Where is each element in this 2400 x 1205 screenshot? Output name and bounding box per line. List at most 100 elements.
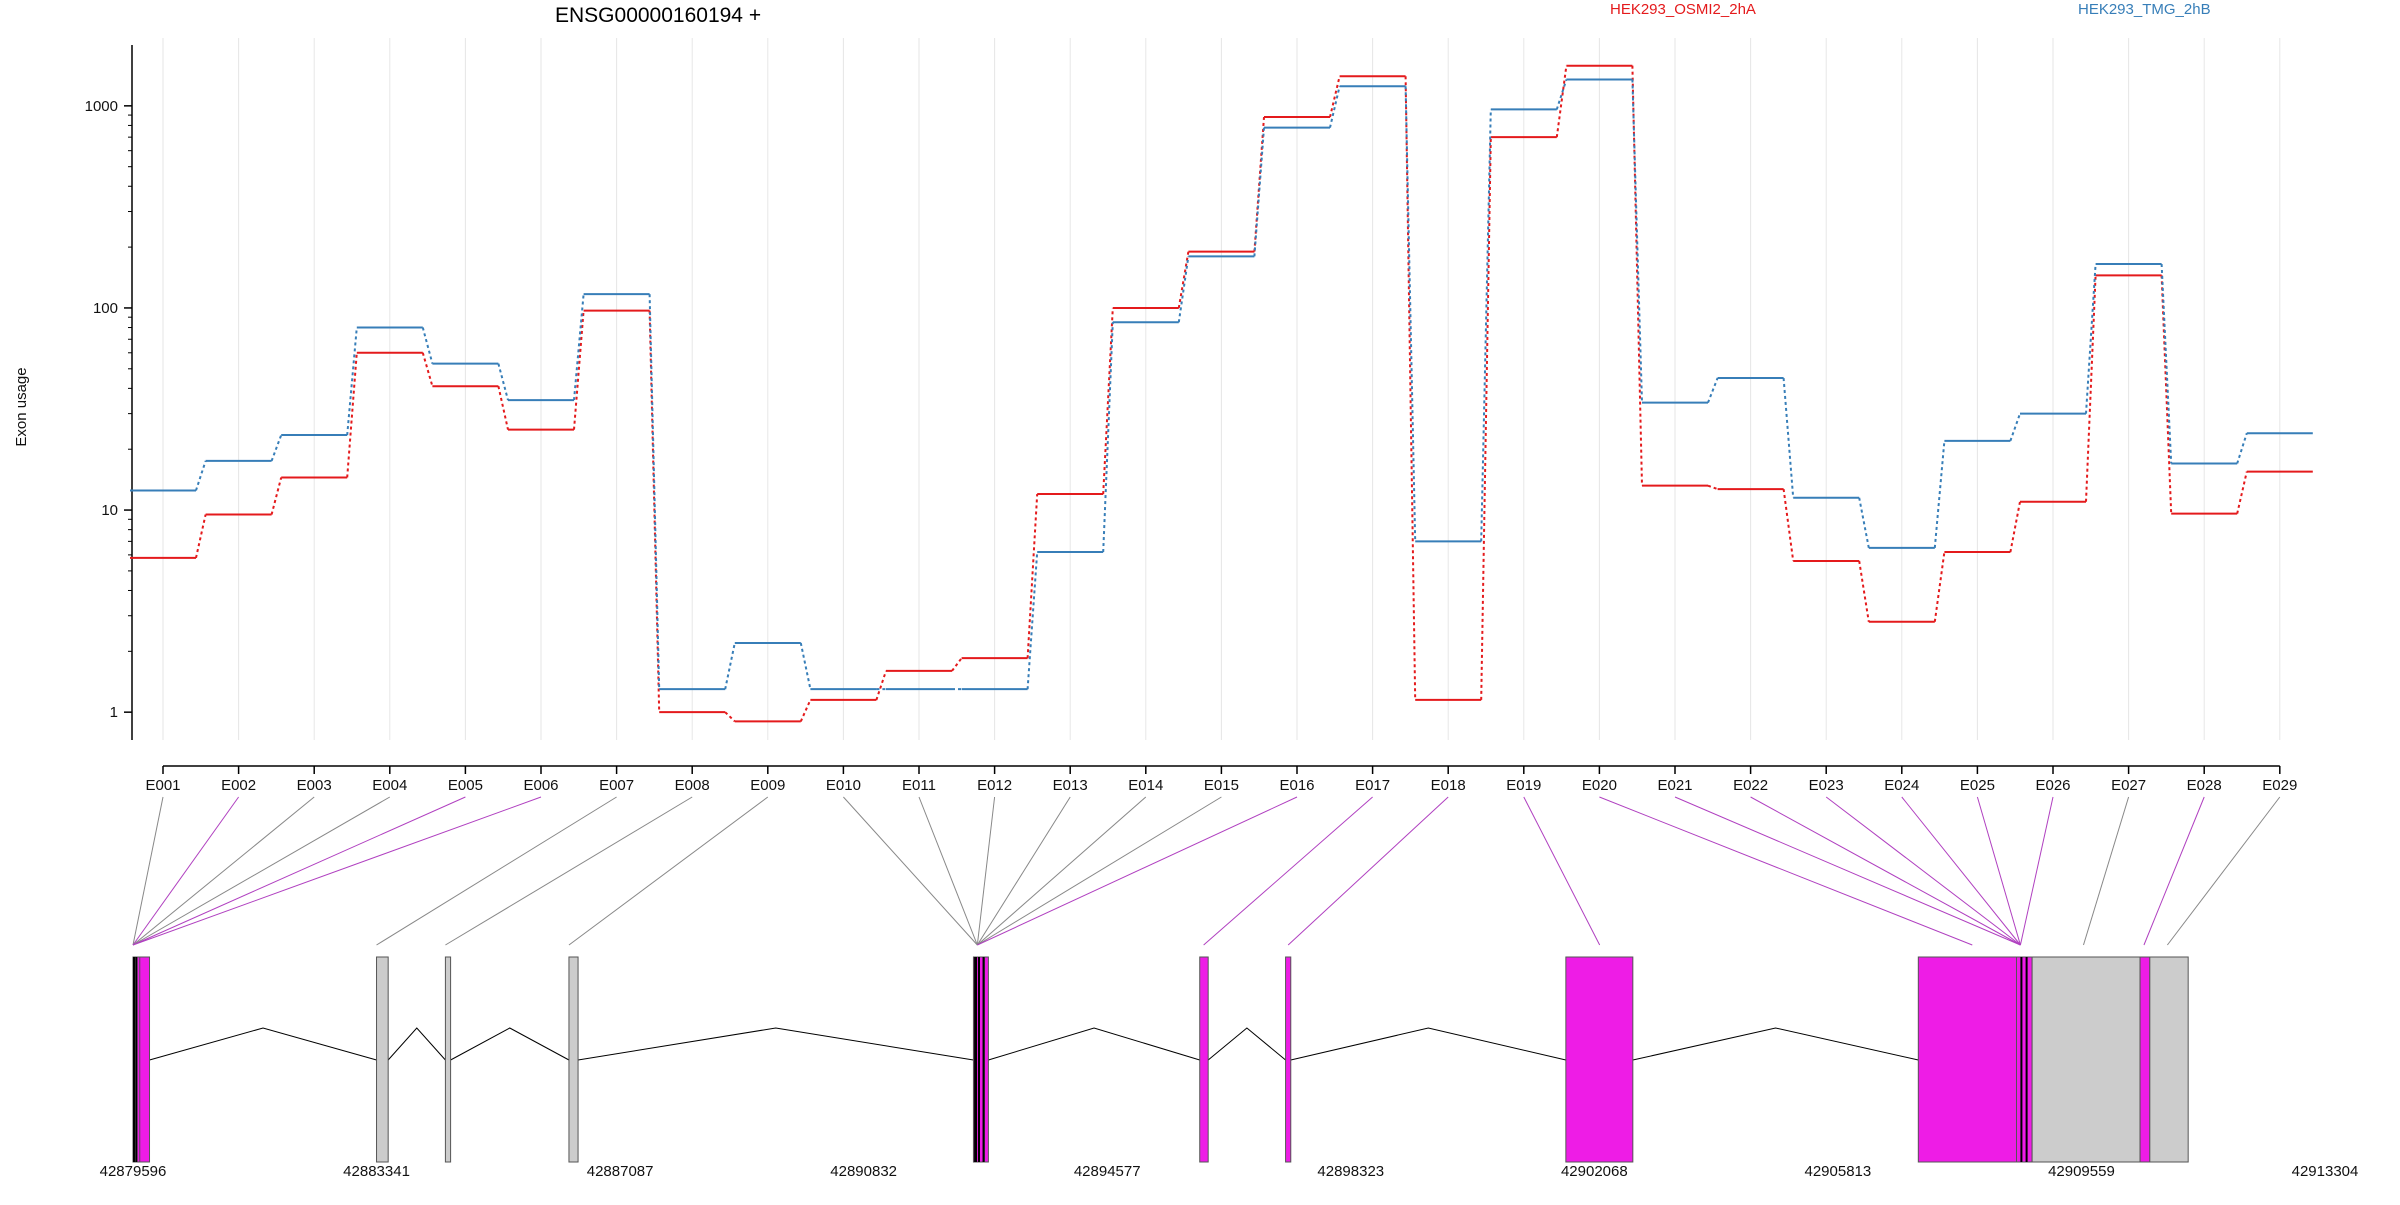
data-connector bbox=[195, 460, 207, 491]
x-tick-label: E021 bbox=[1657, 777, 1692, 794]
exon-connector bbox=[977, 796, 1147, 946]
connector-layer bbox=[132, 796, 2281, 946]
coordinate-label: 42879596 bbox=[100, 1163, 167, 1180]
coordinate-label: 42913304 bbox=[2292, 1163, 2359, 1180]
data-connector bbox=[1858, 497, 1870, 549]
exon-marker bbox=[133, 957, 135, 1162]
exon-connector bbox=[843, 796, 978, 946]
data-connector bbox=[1933, 440, 1946, 548]
legend-entry-osmi2: HEK293_OSMI2_2hA bbox=[1610, 1, 1756, 18]
data-connector bbox=[1404, 86, 1417, 542]
x-tick-label: E009 bbox=[750, 777, 785, 794]
exon-connector bbox=[1976, 796, 2021, 946]
data-connector bbox=[1555, 65, 1568, 138]
legend-entry-tmg: HEK293_TMG_2hB bbox=[2078, 1, 2211, 18]
x-tick-label: E003 bbox=[297, 777, 332, 794]
exon-connector bbox=[132, 796, 391, 946]
data-connector bbox=[270, 434, 283, 462]
chart-title: ENSG00000160194 + bbox=[555, 4, 761, 27]
data-connector bbox=[195, 514, 207, 559]
data-connector bbox=[2085, 263, 2097, 414]
data-connector bbox=[1480, 109, 1492, 542]
data-connector bbox=[724, 642, 736, 690]
x-tick-label: E022 bbox=[1733, 777, 1768, 794]
data-connector bbox=[270, 477, 283, 515]
data-connector bbox=[1102, 307, 1114, 495]
series-tmg bbox=[130, 78, 2313, 691]
exon-box bbox=[2139, 956, 2151, 1163]
exon-box bbox=[376, 956, 389, 1163]
data-connector bbox=[573, 310, 585, 430]
y-tick-label: 100 bbox=[93, 300, 118, 317]
exon-connector bbox=[132, 796, 466, 946]
series-layer bbox=[130, 64, 2313, 723]
exon-connector bbox=[132, 796, 164, 946]
coordinate-label: 42909559 bbox=[2048, 1163, 2115, 1180]
x-tick-label: E015 bbox=[1204, 777, 1239, 794]
x-tick-label: E029 bbox=[2262, 777, 2297, 794]
data-connector bbox=[1404, 76, 1417, 700]
exon-connector bbox=[976, 796, 996, 946]
x-tick-label: E023 bbox=[1809, 777, 1844, 794]
intron-line bbox=[1207, 1027, 1286, 1061]
exon-box bbox=[2031, 956, 2141, 1163]
exon-connector bbox=[2019, 796, 2054, 946]
coordinate-label: 42905813 bbox=[1805, 1163, 1872, 1180]
data-connector bbox=[1858, 560, 1870, 622]
x-tick-label: E024 bbox=[1884, 777, 1919, 794]
exon-marker bbox=[2020, 957, 2023, 1162]
exon-connector bbox=[1203, 796, 1373, 946]
x-tick-label: E013 bbox=[1053, 777, 1088, 794]
x-tick-label: E027 bbox=[2111, 777, 2146, 794]
exon-connector bbox=[1825, 796, 2021, 946]
exon-marker bbox=[977, 957, 980, 1162]
data-connector bbox=[1480, 137, 1492, 700]
exon-marker bbox=[974, 957, 978, 1162]
x-tick-label: E016 bbox=[1279, 777, 1314, 794]
y-tick-label: 1 bbox=[110, 704, 118, 721]
data-connector bbox=[346, 352, 358, 478]
coordinate-label: 42890832 bbox=[830, 1163, 897, 1180]
x-tick-label: E012 bbox=[977, 777, 1012, 794]
coordinate-label: 42887087 bbox=[587, 1163, 654, 1180]
data-connector bbox=[2009, 501, 2021, 553]
exon-connector bbox=[977, 796, 1298, 946]
exon-box bbox=[1199, 956, 1209, 1163]
x-tick-label: E020 bbox=[1582, 777, 1617, 794]
x-tick-label: E011 bbox=[902, 777, 936, 794]
exon-connector bbox=[2143, 796, 2205, 946]
exon-box bbox=[1565, 956, 1634, 1163]
x-tick-label: E026 bbox=[2035, 777, 2070, 794]
data-connector bbox=[799, 699, 812, 722]
data-connector bbox=[1253, 127, 1265, 257]
data-connector bbox=[1782, 377, 1795, 498]
data-connector bbox=[1026, 551, 1039, 690]
y-tick-label: 1000 bbox=[85, 98, 118, 115]
data-connector bbox=[951, 657, 963, 672]
data-connector bbox=[1177, 256, 1190, 323]
exon-marker bbox=[982, 957, 985, 1162]
exon-box bbox=[983, 956, 989, 1163]
exon-box bbox=[2149, 956, 2189, 1163]
data-connector bbox=[1329, 86, 1341, 128]
x-tick-label: E002 bbox=[221, 777, 256, 794]
exon-connector bbox=[1523, 796, 1601, 946]
data-connector bbox=[2236, 432, 2248, 464]
exon-connector bbox=[1599, 796, 1973, 946]
exon-connector bbox=[976, 796, 1071, 946]
data-connector bbox=[497, 385, 509, 430]
x-tick-label: E014 bbox=[1128, 777, 1163, 794]
exon-box bbox=[568, 956, 579, 1163]
x-tick-label: E025 bbox=[1960, 777, 1995, 794]
exon-connector bbox=[132, 796, 315, 946]
data-connector bbox=[799, 642, 812, 690]
coordinate-label: 42894577 bbox=[1074, 1163, 1141, 1180]
data-connector bbox=[2085, 275, 2097, 502]
x-tick-label: E018 bbox=[1431, 777, 1466, 794]
intron-line bbox=[577, 1027, 974, 1061]
x-tick-label: E019 bbox=[1506, 777, 1541, 794]
exon-box bbox=[1917, 956, 2018, 1163]
x-tick-label: E005 bbox=[448, 777, 483, 794]
coordinate-label: 42883341 bbox=[343, 1163, 410, 1180]
